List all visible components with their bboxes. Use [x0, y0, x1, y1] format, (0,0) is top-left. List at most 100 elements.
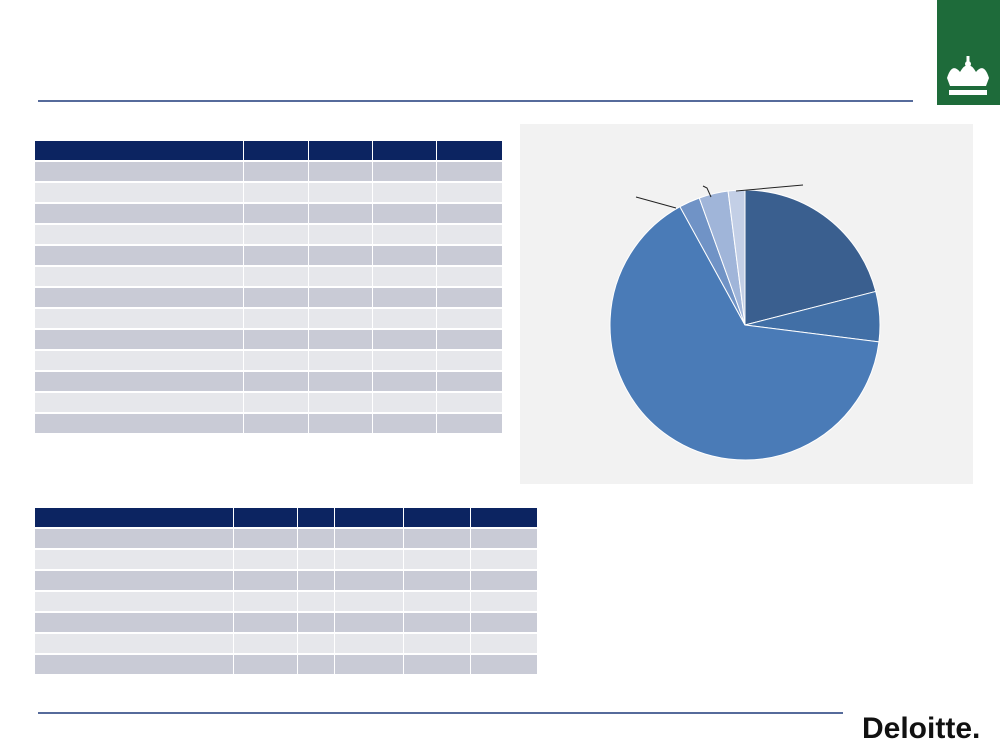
table-header-cell — [298, 508, 334, 527]
table-cell — [35, 571, 233, 590]
table-header-cell — [404, 508, 470, 527]
table-cell — [437, 288, 502, 307]
table-cell — [234, 550, 297, 569]
table-cell — [309, 414, 372, 433]
table-cell — [437, 225, 502, 244]
table-header-cell — [335, 508, 403, 527]
table-cell — [471, 655, 537, 674]
table-cell — [244, 330, 308, 349]
leader-lines — [635, 184, 804, 209]
table-cell — [244, 246, 308, 265]
table-cell — [35, 183, 243, 202]
crown-icon — [947, 56, 989, 95]
table-cell — [298, 592, 334, 611]
table-cell — [35, 267, 243, 286]
table-cell — [309, 225, 372, 244]
logo: Deloitte. — [862, 712, 980, 745]
table-cell — [373, 351, 436, 370]
table-cell — [35, 372, 243, 391]
table-cell — [298, 550, 334, 569]
table-cell — [298, 655, 334, 674]
table-cell — [309, 393, 372, 412]
table-header-cell — [244, 141, 308, 160]
table-cell — [335, 634, 403, 653]
table-cell — [437, 309, 502, 328]
table-cell — [404, 592, 470, 611]
table-cell — [471, 592, 537, 611]
table-header-cell — [309, 141, 372, 160]
table-cell — [437, 393, 502, 412]
table-cell — [244, 267, 308, 286]
table-cell — [35, 162, 243, 181]
tables — [35, 141, 537, 674]
table-cell — [373, 330, 436, 349]
table-cell — [373, 204, 436, 223]
pie-slice — [744, 189, 877, 326]
table-cell — [437, 162, 502, 181]
table-cell — [373, 225, 436, 244]
table-cell — [404, 613, 470, 632]
table-cell — [35, 330, 243, 349]
table-cell — [244, 183, 308, 202]
table-cell — [471, 571, 537, 590]
table-cell — [471, 613, 537, 632]
table-cell — [35, 225, 243, 244]
table-cell — [335, 613, 403, 632]
table-cell — [309, 351, 372, 370]
table-cell — [244, 225, 308, 244]
table-header-cell — [234, 508, 297, 527]
table-cell — [35, 246, 243, 265]
table-cell — [309, 267, 372, 286]
table-cell — [404, 655, 470, 674]
table-cell — [404, 634, 470, 653]
table-cell — [373, 246, 436, 265]
table-cell — [373, 393, 436, 412]
leader-line — [702, 185, 712, 198]
table-cell — [437, 414, 502, 433]
table-cell — [298, 634, 334, 653]
table-cell — [437, 183, 502, 202]
table-cell — [437, 267, 502, 286]
table-cell — [471, 550, 537, 569]
table-cell — [35, 592, 233, 611]
table-cell — [404, 571, 470, 590]
table-cell — [35, 529, 233, 548]
table-cell — [35, 204, 243, 223]
table-cell — [244, 204, 308, 223]
table-cell — [373, 414, 436, 433]
table-cell — [298, 571, 334, 590]
table-cell — [309, 372, 372, 391]
table-cell — [234, 634, 297, 653]
table-cell — [437, 351, 502, 370]
table-cell — [335, 571, 403, 590]
table-cell — [404, 529, 470, 548]
table-cell — [335, 592, 403, 611]
table-cell — [35, 288, 243, 307]
table-header-cell — [35, 508, 233, 527]
table-cell — [437, 204, 502, 223]
table-cell — [309, 204, 372, 223]
table-cell — [437, 330, 502, 349]
table-header-cell — [35, 141, 243, 160]
table-cell — [309, 330, 372, 349]
table-header-cell — [373, 141, 436, 160]
table-header-cell — [471, 508, 537, 527]
table-cell — [244, 162, 308, 181]
table-cell — [298, 613, 334, 632]
table-cell — [234, 613, 297, 632]
table-cell — [309, 309, 372, 328]
table-cell — [35, 613, 233, 632]
leader-line — [635, 196, 677, 209]
table-cell — [234, 655, 297, 674]
table-cell — [244, 414, 308, 433]
pie-slice — [609, 206, 880, 461]
table-cell — [404, 550, 470, 569]
table-cell — [244, 372, 308, 391]
leader-line — [735, 184, 804, 192]
table-cell — [309, 246, 372, 265]
table-cell — [234, 571, 297, 590]
table-cell — [244, 351, 308, 370]
table-cell — [373, 372, 436, 391]
table-cell — [234, 592, 297, 611]
